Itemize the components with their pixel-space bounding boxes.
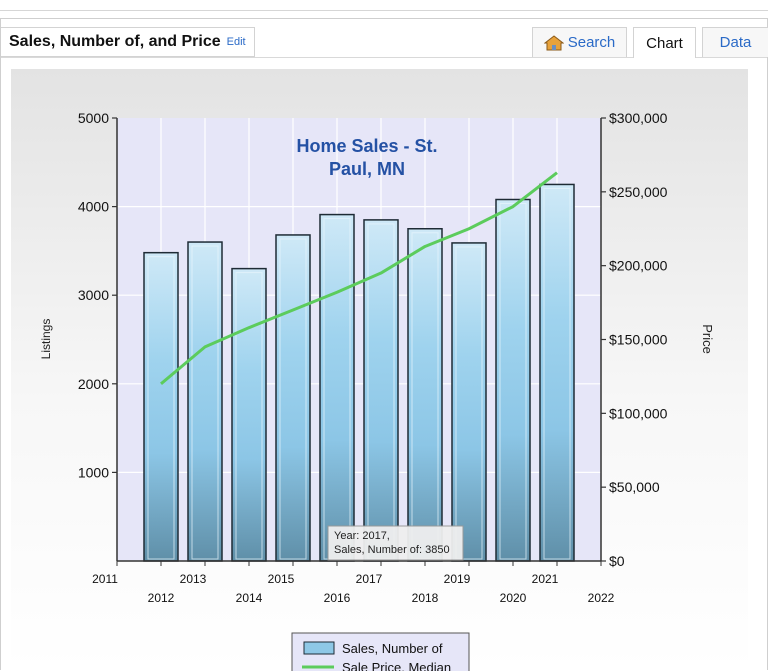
y-tick-label: 5000	[78, 110, 109, 126]
x-tick-label: 2019	[444, 572, 471, 586]
x-tick-label: 2014	[236, 591, 263, 605]
tooltip-line: Year: 2017,	[334, 530, 390, 542]
bar-highlight	[279, 238, 307, 560]
tab-data[interactable]: Data	[702, 27, 768, 57]
tab-chart[interactable]: Chart	[633, 27, 696, 58]
y2-tick-label: $50,000	[609, 479, 660, 495]
bar-2020	[495, 198, 531, 562]
x-tick-label: 2020	[500, 591, 527, 605]
x-tick-label: 2017	[356, 572, 383, 586]
bar-highlight	[191, 245, 219, 560]
panel-header: Sales, Number of, and Price Edit Search …	[1, 19, 768, 58]
y2-tick-label: $150,000	[609, 332, 668, 348]
price-line	[160, 171, 558, 385]
bar-2014	[231, 267, 267, 562]
legend-label-sales: Sales, Number of	[342, 641, 443, 656]
x-tick-label: 2021	[532, 572, 559, 586]
y2-tick-label: $0	[609, 553, 625, 569]
x-tick-label: 2015	[268, 572, 295, 586]
bar-2012	[143, 251, 179, 562]
bar-2018	[407, 228, 443, 562]
bar-highlight	[543, 187, 571, 560]
bar-2017	[363, 219, 399, 562]
bar-highlight	[147, 256, 175, 560]
y2-tick-label: $100,000	[609, 405, 668, 421]
chart-area: 5000 4000 3000 2000 1000 $300,000 $250,000 $200…	[11, 69, 748, 671]
x-tick-label: 2013	[180, 572, 207, 586]
tooltip-box	[327, 525, 464, 561]
panel-title: Sales, Number of, and Price	[9, 33, 221, 50]
chart-title: Paul, MN	[329, 159, 405, 179]
y-tick-label: 2000	[78, 376, 109, 392]
house-icon	[543, 34, 564, 51]
y2-tick-label: $250,000	[609, 184, 668, 200]
chart-panel: Sales, Number of, and Price Edit Search …	[0, 18, 768, 671]
tab-search-label: Search	[567, 34, 616, 51]
x-tick-label: 2011	[92, 572, 118, 586]
y-axis-title: Listings	[39, 319, 53, 360]
y2-tick-label: $200,000	[609, 258, 668, 274]
tab-search[interactable]: Search	[532, 27, 627, 57]
top-divider	[0, 0, 768, 11]
y2-tick-label: $300,000	[609, 110, 668, 126]
bar-highlight	[235, 272, 263, 560]
bar-highlight	[455, 246, 483, 560]
x-tick-label: 2016	[324, 591, 351, 605]
tab-chart-label: Chart	[646, 34, 683, 52]
bar-highlight	[499, 203, 527, 560]
chart-title: Home Sales - St.	[296, 136, 437, 156]
tab-data-label: Data	[719, 34, 752, 51]
bar-2013	[187, 241, 223, 562]
tooltip-line: Sales, Number of: 3850	[334, 544, 450, 556]
legend-label-price: Sale Price, Median	[342, 660, 451, 671]
x-tick-label: 2012	[148, 591, 175, 605]
title-box: Sales, Number of, and Price Edit	[1, 27, 255, 57]
bar-2016	[319, 213, 355, 562]
bar-2015	[275, 234, 311, 562]
y-tick-label: 4000	[78, 199, 109, 215]
edit-link[interactable]: Edit	[226, 36, 246, 48]
y-tick-label: 3000	[78, 287, 109, 303]
legend-bar-swatch	[303, 641, 335, 655]
bar-2021	[539, 183, 575, 562]
bar-2019	[451, 242, 487, 562]
y-tick-label: 1000	[78, 464, 109, 480]
x-tick-label: 2022	[588, 591, 615, 605]
x-tick-label: 2018	[412, 591, 439, 605]
chart-svg: 5000 4000 3000 2000 1000 $300,000 $250,000 $200…	[39, 110, 715, 671]
y2-axis-title: Price	[700, 324, 715, 354]
